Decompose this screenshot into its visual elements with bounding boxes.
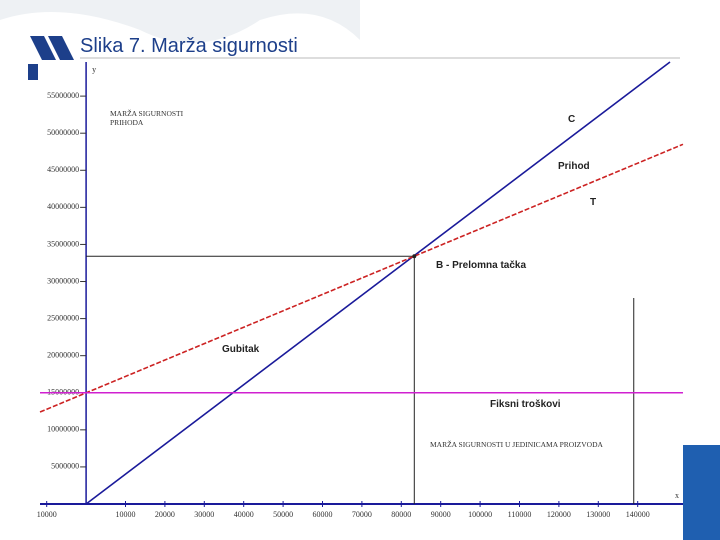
x-tick-label: 90000 <box>431 510 451 519</box>
x-axis-label: x <box>675 491 679 500</box>
series-line <box>85 61 671 505</box>
series-label: C <box>568 114 575 125</box>
slide-title: Slika 7. Marža sigurnosti <box>80 35 298 57</box>
x-tick-label: 60000 <box>312 510 332 519</box>
y-axis-label: y <box>92 65 96 74</box>
x-tick-label: 50000 <box>273 510 293 519</box>
y-tick-label: 50000000 <box>47 128 79 137</box>
x-tick-label: 40000 <box>234 510 254 519</box>
x-tick-label: 80000 <box>391 510 411 519</box>
map-decoration <box>0 0 360 43</box>
series-line <box>39 143 684 413</box>
y-tick-label: 35000000 <box>47 239 79 248</box>
y-tick-label: 10000000 <box>47 425 79 434</box>
corner-block <box>683 445 720 540</box>
x-tick-label: 130000 <box>586 510 610 519</box>
annotation: Gubitak <box>222 344 260 355</box>
y-tick-label: 55000000 <box>47 91 79 100</box>
y-tick-label: 20000000 <box>47 351 79 360</box>
x-tick-label: 10000 <box>37 510 57 519</box>
x-tick-label: 120000 <box>547 510 571 519</box>
y-tick-label: 25000000 <box>47 313 79 322</box>
annotation: T <box>590 197 596 208</box>
x-tick-label: 140000 <box>626 510 650 519</box>
x-tick-label: 100000 <box>468 510 492 519</box>
y-tick-label: 5000000 <box>51 462 79 471</box>
x-tick-label: 20000 <box>155 510 175 519</box>
y-tick-label: 30000000 <box>47 276 79 285</box>
series-label: Prihod <box>558 161 590 172</box>
annotation: MARŽA SIGURNOSTI U JEDINICAMA PROIZVODA <box>430 439 604 449</box>
y-tick-label: 40000000 <box>47 202 79 211</box>
x-tick-label: 30000 <box>194 510 214 519</box>
x-tick-label: 70000 <box>352 510 372 519</box>
break-even-point <box>412 254 417 259</box>
annotation: MARŽA SIGURNOSTI PRIHODA <box>110 108 184 127</box>
x-tick-label: 10000 <box>115 510 135 519</box>
x-tick-label: 110000 <box>508 510 532 519</box>
logo <box>28 36 74 80</box>
y-tick-label: 45000000 <box>47 165 79 174</box>
break-even-label: B - Prelomna tačka <box>436 260 526 271</box>
series-label: Fiksni troškovi <box>490 399 561 410</box>
